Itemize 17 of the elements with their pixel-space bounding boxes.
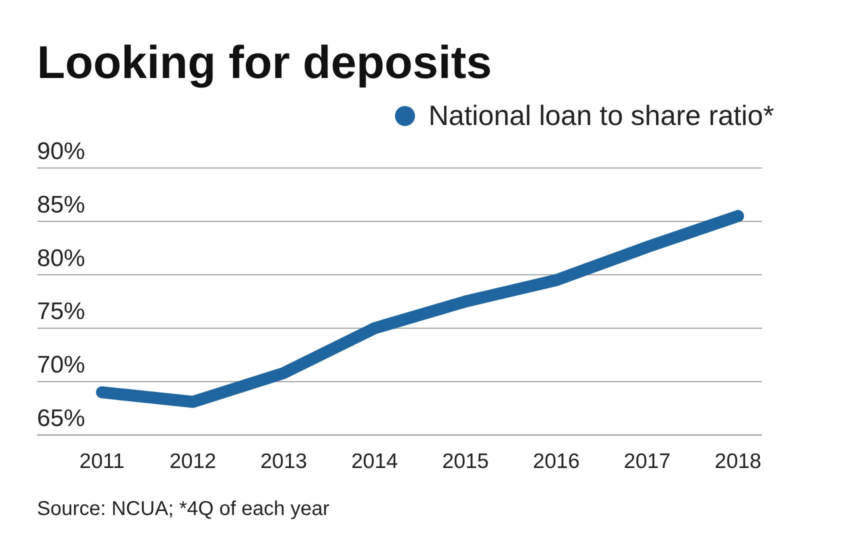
y-tick-label: 80% — [37, 244, 86, 272]
x-tick-label: 2014 — [351, 450, 398, 473]
x-tick-label: 2013 — [260, 450, 308, 473]
x-tick-label: 2015 — [442, 450, 489, 473]
legend-label: National loan to share ratio* — [428, 100, 774, 132]
y-tick-label: 65% — [37, 405, 86, 432]
y-tick-label: 70% — [37, 352, 86, 379]
y-tick-label: 90% — [37, 138, 86, 165]
x-tick-label: 2017 — [624, 450, 670, 473]
x-tick-label: 2011 — [79, 450, 125, 473]
x-tick-label: 2016 — [532, 450, 580, 473]
source-note: Source: NCUA; *4Q of each year — [37, 498, 330, 520]
y-tick-label: 85% — [37, 191, 86, 218]
x-tick-label: 2012 — [170, 450, 216, 473]
y-tick-label: 75% — [37, 298, 86, 326]
x-tick-label: 2018 — [714, 450, 762, 473]
chart-title: Looking for deposits — [37, 36, 492, 88]
